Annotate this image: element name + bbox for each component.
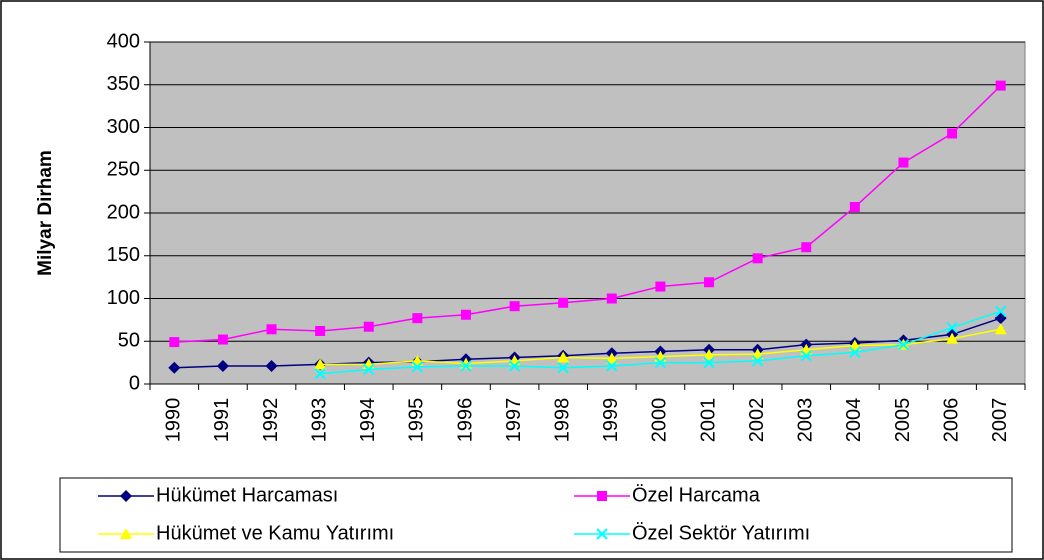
marker bbox=[654, 356, 667, 369]
y-tick-label: 300 bbox=[107, 116, 140, 138]
marker bbox=[606, 360, 618, 372]
marker bbox=[994, 323, 1007, 335]
marker bbox=[509, 301, 520, 312]
x-tick-label: 1993 bbox=[308, 398, 330, 443]
marker bbox=[265, 360, 278, 373]
y-tick-label: 200 bbox=[107, 201, 140, 223]
marker bbox=[703, 348, 716, 360]
marker bbox=[315, 325, 326, 336]
marker bbox=[947, 128, 958, 139]
y-tick-label: 150 bbox=[107, 244, 140, 266]
marker bbox=[946, 332, 959, 344]
x-tick-label: 1994 bbox=[357, 398, 379, 443]
x-tick-label: 1990 bbox=[163, 398, 185, 443]
marker bbox=[704, 277, 715, 288]
y-axis-label: Milyar Dirham bbox=[35, 150, 56, 276]
marker bbox=[606, 293, 617, 304]
marker bbox=[605, 352, 618, 364]
marker bbox=[849, 346, 861, 359]
marker bbox=[217, 334, 228, 345]
series-line bbox=[174, 85, 1002, 343]
marker bbox=[314, 368, 326, 380]
legend-label: Özel Harcama bbox=[632, 484, 761, 506]
marker bbox=[946, 321, 958, 334]
y-tick-label: 100 bbox=[107, 287, 140, 309]
x-tick-label: 2003 bbox=[795, 398, 817, 443]
marker bbox=[169, 337, 180, 348]
series-line bbox=[174, 317, 1001, 369]
marker bbox=[557, 362, 569, 374]
x-tick-label: 2001 bbox=[697, 398, 719, 443]
marker bbox=[898, 157, 909, 168]
marker bbox=[508, 360, 521, 372]
x-tick-label: 2004 bbox=[843, 398, 865, 443]
marker bbox=[168, 361, 181, 374]
x-tick-label: 2005 bbox=[892, 398, 914, 443]
marker bbox=[120, 528, 132, 539]
legend-box bbox=[59, 477, 1013, 553]
x-tick-label: 2007 bbox=[989, 398, 1011, 443]
marker bbox=[848, 339, 861, 351]
y-tick-label: 400 bbox=[107, 30, 140, 52]
x-tick-label: 1998 bbox=[551, 398, 573, 443]
x-tick-label: 1999 bbox=[600, 398, 622, 443]
marker bbox=[411, 361, 424, 373]
marker bbox=[460, 360, 472, 372]
marker bbox=[849, 202, 860, 213]
marker bbox=[655, 281, 666, 292]
marker bbox=[557, 351, 570, 363]
legend-label: Hükümet Harcaması bbox=[156, 484, 338, 506]
marker bbox=[363, 321, 374, 332]
marker bbox=[363, 363, 375, 376]
marker bbox=[801, 242, 812, 253]
marker bbox=[897, 338, 910, 351]
x-tick-label: 2006 bbox=[940, 398, 962, 443]
marker bbox=[597, 491, 607, 501]
marker bbox=[412, 313, 423, 324]
marker bbox=[995, 80, 1006, 91]
y-tick-label: 250 bbox=[107, 159, 140, 181]
marker bbox=[994, 305, 1007, 318]
y-tick-label: 0 bbox=[129, 372, 140, 394]
y-tick-label: 50 bbox=[118, 330, 140, 352]
x-tick-label: 2000 bbox=[649, 398, 671, 443]
marker bbox=[314, 358, 327, 370]
marker bbox=[596, 528, 608, 540]
legend-label: Özel Sektör Yatırımı bbox=[632, 522, 810, 544]
marker bbox=[752, 253, 763, 264]
marker bbox=[216, 360, 229, 373]
x-tick-label: 1991 bbox=[211, 398, 233, 443]
marker bbox=[751, 355, 764, 367]
x-tick-label: 1997 bbox=[503, 398, 525, 443]
x-tick-label: 1992 bbox=[260, 398, 282, 443]
marker bbox=[751, 348, 764, 360]
marker bbox=[120, 490, 132, 502]
marker bbox=[703, 356, 715, 369]
x-tick-label: 2002 bbox=[746, 398, 768, 443]
marker bbox=[800, 350, 812, 362]
x-tick-label: 1996 bbox=[454, 398, 476, 443]
marker bbox=[460, 309, 471, 320]
marker bbox=[558, 297, 569, 308]
y-tick-label: 350 bbox=[107, 73, 140, 95]
legend-label: Hükümet ve Kamu Yatırımı bbox=[156, 522, 394, 544]
x-tick-label: 1995 bbox=[406, 398, 428, 443]
marker bbox=[266, 324, 277, 335]
